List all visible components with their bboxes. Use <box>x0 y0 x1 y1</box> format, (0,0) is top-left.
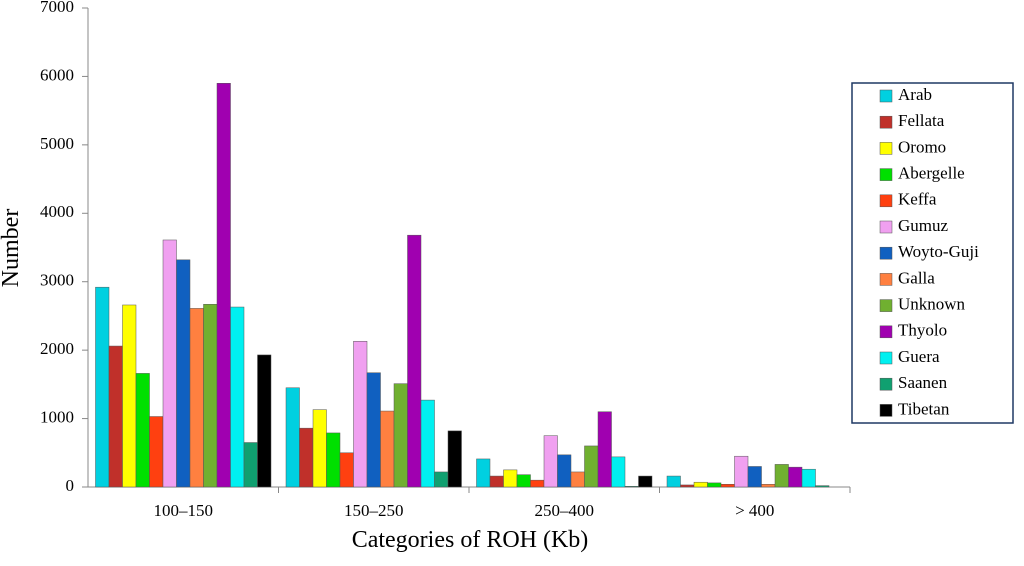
legend-swatch <box>879 325 893 339</box>
bar <box>774 464 789 488</box>
bar <box>434 471 449 488</box>
x-tick-label: > 400 <box>735 501 774 520</box>
y-tick-label: 0 <box>66 476 75 495</box>
bar <box>597 411 612 488</box>
legend-box <box>851 82 1014 424</box>
y-tick-label: 2000 <box>40 339 74 358</box>
bar <box>693 481 708 488</box>
bar <box>189 308 204 488</box>
bar <box>326 432 341 488</box>
bar <box>666 475 681 488</box>
bar <box>162 239 177 488</box>
legend-label: Tibetan <box>898 399 950 418</box>
bar <box>815 485 830 488</box>
x-tick-label: 250–400 <box>535 501 595 520</box>
bar <box>734 455 749 488</box>
bar <box>570 471 585 488</box>
bar <box>707 482 722 488</box>
bar <box>584 445 599 488</box>
bar <box>543 435 558 488</box>
bar <box>720 484 735 488</box>
legend-label: Thyolo <box>898 321 947 340</box>
bar <box>257 354 272 488</box>
legend-label: Abergelle <box>898 164 965 183</box>
bar <box>216 83 231 488</box>
y-tick-label: 6000 <box>40 65 74 84</box>
bar <box>624 486 639 488</box>
bar <box>380 410 395 488</box>
legend-label: Saanen <box>898 373 948 392</box>
y-tick-label: 4000 <box>40 202 74 221</box>
bar <box>95 286 110 488</box>
y-tick-label: 5000 <box>40 134 74 153</box>
y-tick-label: 3000 <box>40 271 74 290</box>
bar <box>638 475 653 488</box>
legend-swatch <box>879 89 893 103</box>
legend-swatch <box>879 299 893 312</box>
legend-swatch <box>879 220 893 234</box>
legend-label: Oromo <box>898 137 946 156</box>
legend-label: Fellata <box>898 111 945 130</box>
bar <box>135 373 150 488</box>
bar <box>299 427 314 488</box>
bar <box>243 442 258 488</box>
y-tick-label: 1000 <box>40 407 74 426</box>
bar <box>108 345 123 488</box>
bar <box>747 466 762 488</box>
bar <box>788 466 803 488</box>
legend-label: Arab <box>898 85 932 104</box>
x-axis-label: Categories of ROH (Kb) <box>352 527 589 553</box>
bar <box>407 234 422 488</box>
legend-swatch <box>879 246 893 260</box>
bar <box>312 409 327 488</box>
bar <box>285 387 300 488</box>
legend-label: Unknown <box>898 295 966 314</box>
bar <box>353 340 368 488</box>
bar <box>611 456 626 488</box>
y-tick-label: 7000 <box>40 0 74 16</box>
bar <box>489 475 504 488</box>
legend-label: Galla <box>898 268 935 287</box>
bar <box>516 474 531 488</box>
bar <box>447 430 462 488</box>
bar <box>530 479 545 488</box>
legend-swatch <box>879 377 893 391</box>
legend-label: Guera <box>898 347 940 366</box>
bar <box>557 454 572 488</box>
bar <box>801 468 816 488</box>
legend-label: Gumuz <box>898 216 949 235</box>
x-tick-label: 100–150 <box>154 501 214 520</box>
legend-swatch <box>879 168 893 181</box>
x-tick-label: 150–250 <box>344 501 404 520</box>
legend-swatch <box>879 115 893 129</box>
legend-swatch <box>879 351 893 365</box>
bar <box>203 304 218 488</box>
bar <box>393 383 408 488</box>
bar <box>761 484 776 488</box>
bar <box>176 259 191 488</box>
bar <box>366 372 381 488</box>
legend-label: Woyto-Guji <box>898 242 979 261</box>
legend-swatch <box>879 404 893 417</box>
bar <box>230 306 245 488</box>
bar <box>680 484 695 488</box>
bar <box>420 399 435 488</box>
y-axis-label: Number <box>0 209 24 288</box>
legend-label: Keffa <box>898 190 937 209</box>
bar <box>476 458 491 488</box>
legend-swatch <box>879 273 893 286</box>
bar <box>339 452 354 488</box>
bar <box>122 304 137 488</box>
legend-swatch <box>879 194 893 208</box>
bar <box>149 416 164 488</box>
bar <box>503 469 518 488</box>
legend-swatch <box>879 142 893 155</box>
